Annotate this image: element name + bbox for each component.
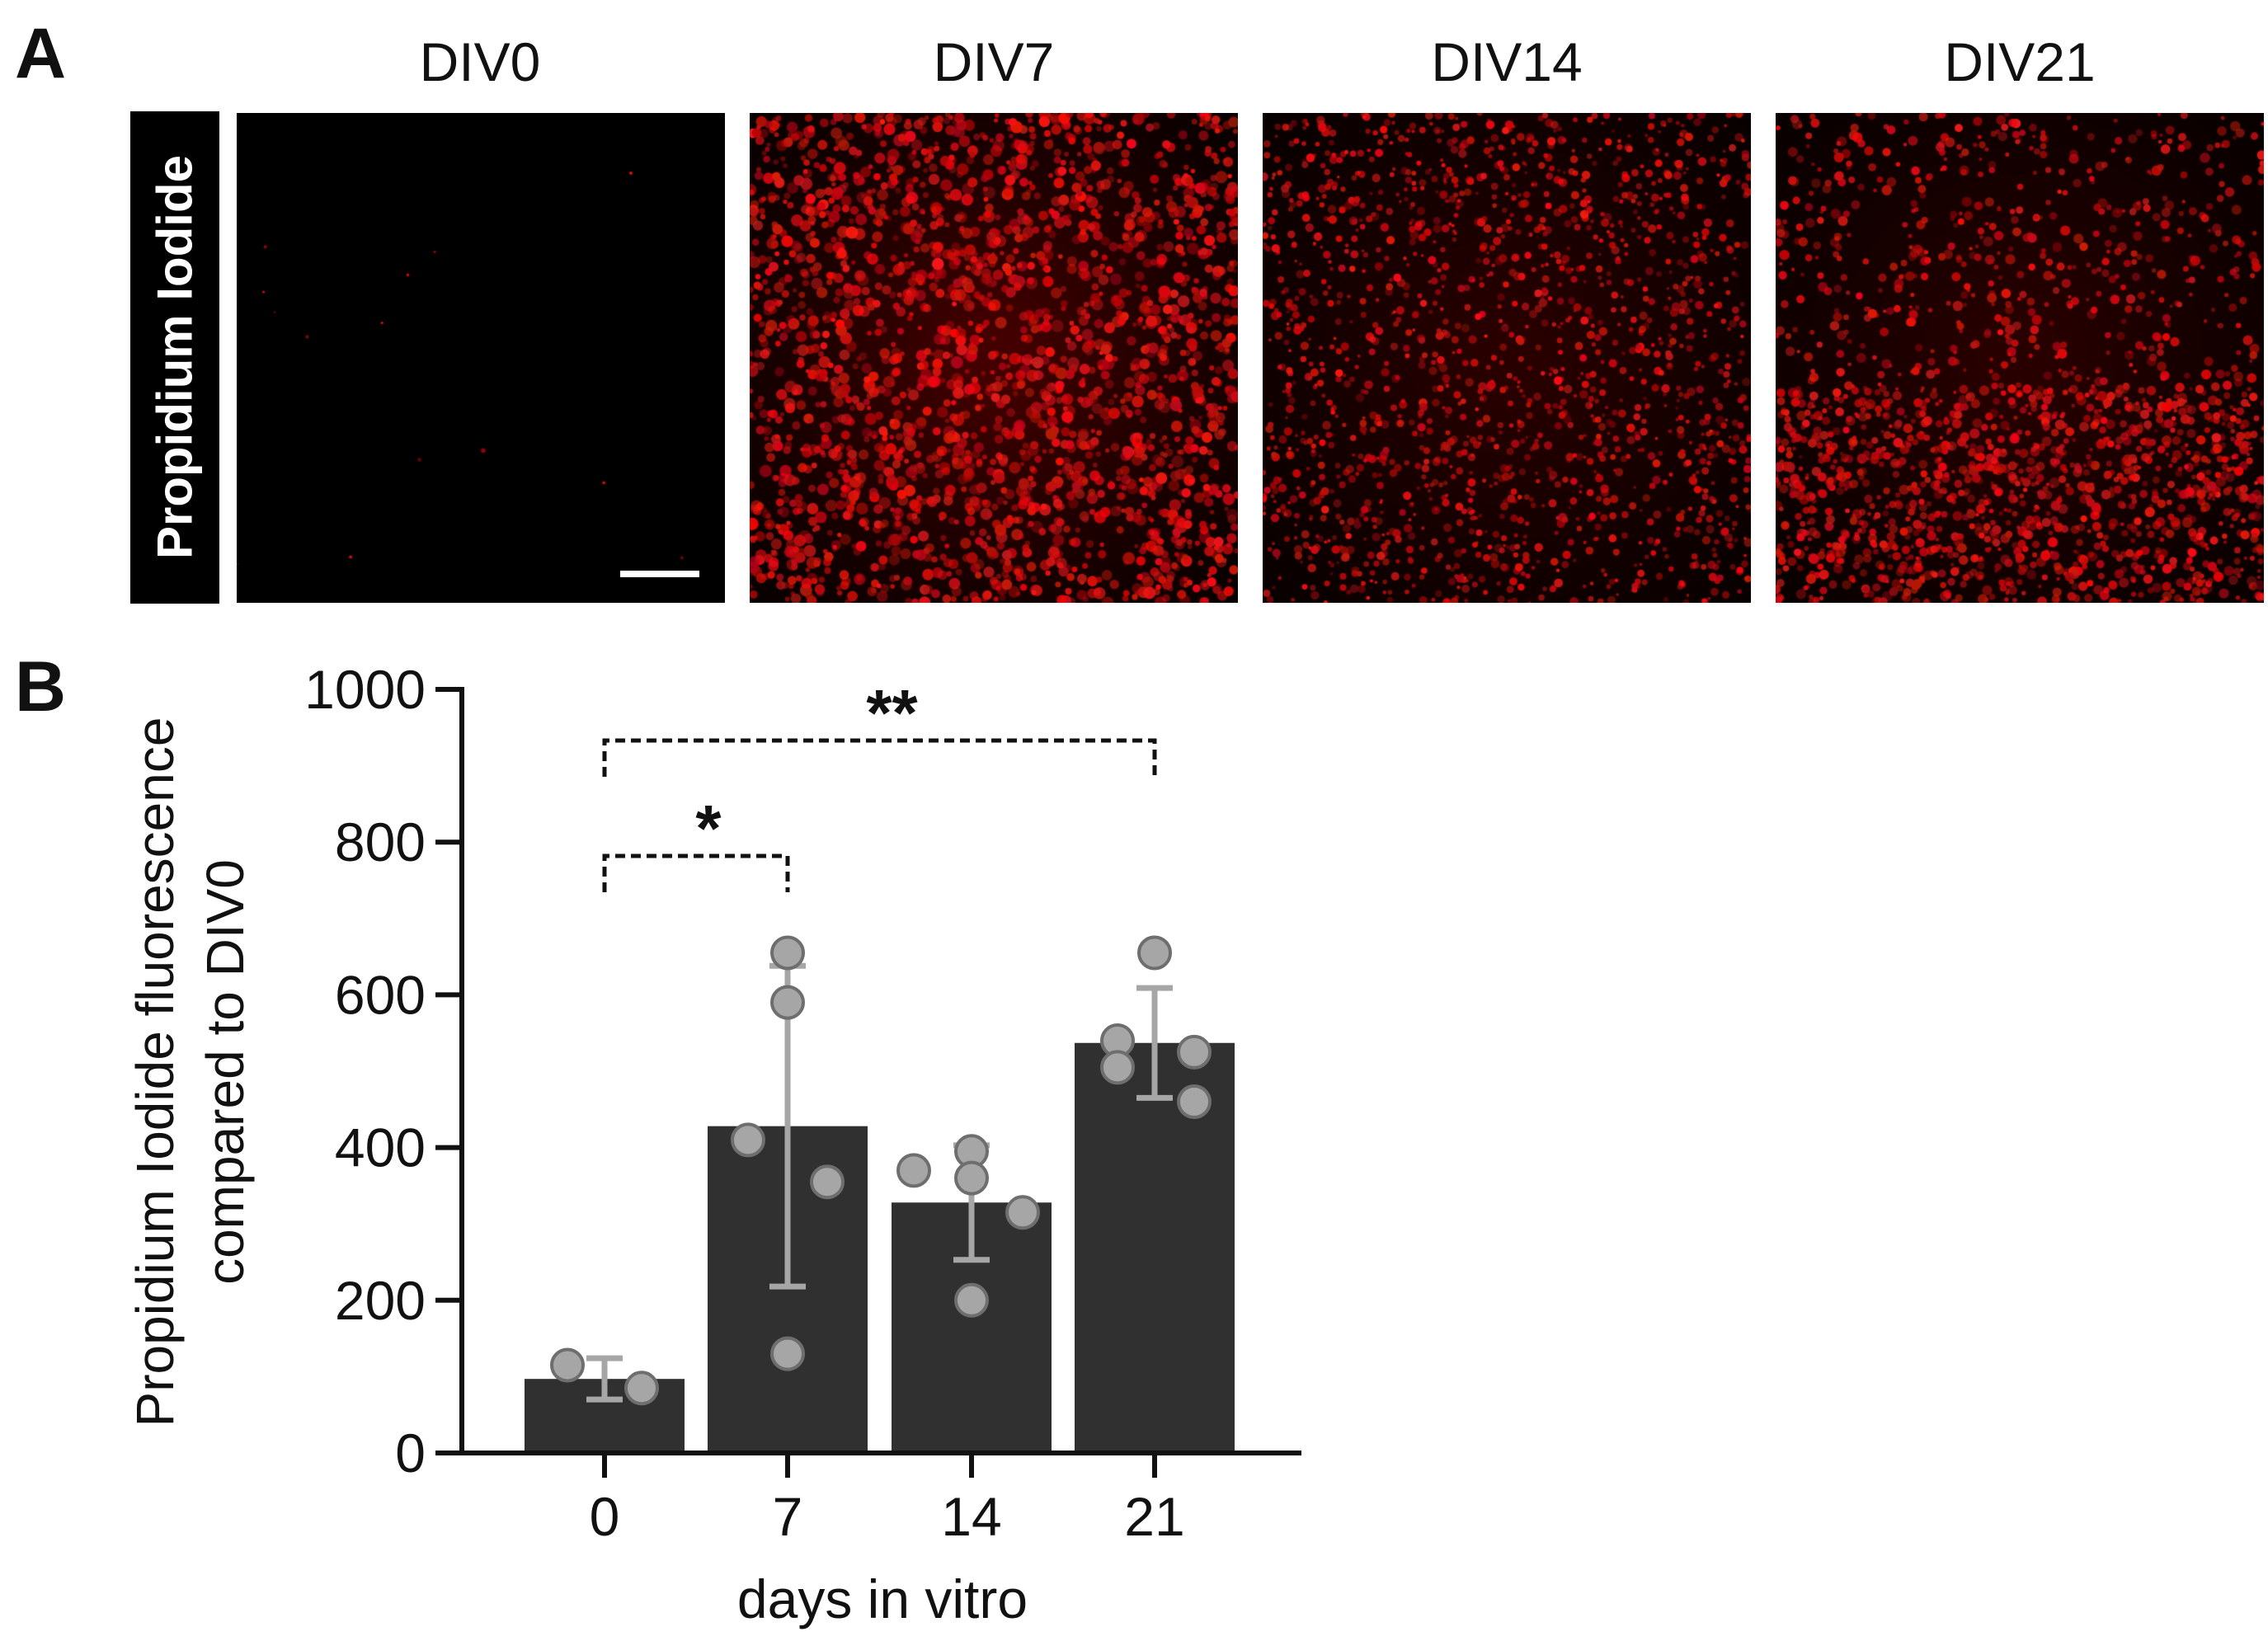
column-title-div14: DIV14: [1431, 31, 1583, 92]
y-tick-label: 1000: [304, 659, 426, 720]
bar-chart: 0 200 400 600 800 1000 0 7 14 21 days in vitro Prop…: [125, 659, 1301, 1629]
y-tick-label: 200: [335, 1270, 426, 1331]
micrograph-div21: [1776, 113, 2264, 603]
x-tick-label: 7: [773, 1486, 803, 1547]
data-point-7: [770, 1336, 805, 1371]
significance-bracket-0-7: [602, 853, 790, 892]
data-point-0: [624, 1371, 659, 1406]
micrograph-div14: [1263, 113, 1751, 603]
column-title-div21: DIV21: [1944, 31, 2096, 92]
panel-a-label: A: [15, 14, 67, 93]
data-point-7: [731, 1122, 765, 1158]
significance-bracket-0-21: [602, 738, 1157, 777]
data-point-14: [1005, 1195, 1040, 1230]
scale-bar: [620, 571, 699, 577]
micrograph-div0: [237, 113, 725, 603]
data-point-21: [1177, 1084, 1212, 1120]
x-tick-label: 21: [1124, 1486, 1184, 1547]
y-tick-label: 600: [335, 964, 426, 1025]
y-tick-label: 800: [335, 811, 426, 872]
data-point-14: [954, 1282, 989, 1318]
data-point-7: [770, 935, 805, 971]
x-tick-label: 14: [941, 1486, 1001, 1547]
x-tick-label: 0: [590, 1486, 620, 1547]
y-tick-label: 400: [335, 1117, 426, 1178]
stain-label: Propidium Iodide: [147, 155, 203, 559]
data-point-0: [550, 1347, 585, 1383]
panel-b-label: B: [15, 647, 67, 726]
y-tick-label: 0: [395, 1422, 426, 1483]
data-point-14: [954, 1160, 989, 1196]
column-title-div7: DIV7: [933, 31, 1055, 92]
x-axis-label: days in vitro: [737, 1568, 1028, 1629]
significance-label-0-21: **: [866, 676, 918, 750]
data-point-14: [896, 1153, 931, 1188]
data-point-7: [810, 1164, 845, 1200]
significance-label-0-7: *: [695, 792, 722, 865]
data-point-21: [1100, 1050, 1135, 1085]
y-axis-label-line-1: Propidium Iodide fluorescence: [125, 717, 185, 1427]
column-title-div0: DIV0: [419, 31, 541, 92]
y-axis-label-line-2: compared to DIV0: [195, 859, 255, 1285]
data-point-7: [770, 985, 805, 1020]
data-point-21: [1177, 1034, 1212, 1070]
stain-label-strip: Propidium Iodide: [130, 111, 219, 604]
micrograph-div7: [750, 113, 1238, 603]
data-point-21: [1137, 935, 1172, 971]
